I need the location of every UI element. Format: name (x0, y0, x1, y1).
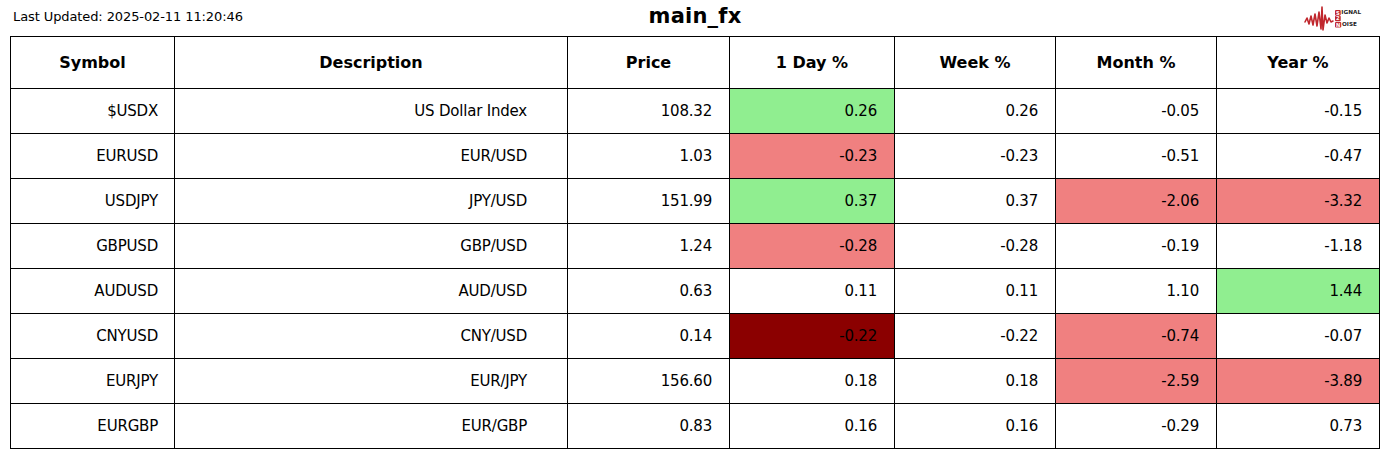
cell-price: 0.14 (568, 314, 730, 359)
cell-description: AUD/USD (175, 269, 568, 314)
waveform-icon (1304, 5, 1334, 31)
cell-symbol: USDJPY (11, 179, 175, 224)
cell-1day: -0.28 (730, 224, 895, 269)
cell-1day: -0.23 (730, 134, 895, 179)
cell-description: EUR/JPY (175, 359, 568, 404)
fx-table: Symbol Description Price 1 Day % Week % … (10, 36, 1380, 449)
header-row: Symbol Description Price 1 Day % Week % … (11, 37, 1380, 89)
cell-month: -0.19 (1056, 224, 1217, 269)
column-header-week: Week % (895, 37, 1056, 89)
cell-week: 0.26 (895, 89, 1056, 134)
cell-year: -3.89 (1217, 359, 1380, 404)
cell-week: 0.18 (895, 359, 1056, 404)
table-row-eurgbp: EURGBP EUR/GBP 0.83 0.16 0.16 -0.29 0.73 (11, 404, 1380, 449)
table-row-eurusd: EURUSD EUR/USD 1.03 -0.23 -0.23 -0.51 -0… (11, 134, 1380, 179)
cell-year: -0.07 (1217, 314, 1380, 359)
cell-month: -2.06 (1056, 179, 1217, 224)
cell-price: 108.32 (568, 89, 730, 134)
cell-week: -0.22 (895, 314, 1056, 359)
cell-1day: 0.26 (730, 89, 895, 134)
cell-1day: 0.18 (730, 359, 895, 404)
cell-1day: 0.11 (730, 269, 895, 314)
cell-year: -1.18 (1217, 224, 1380, 269)
cell-symbol: AUDUSD (11, 269, 175, 314)
cell-month: -2.59 (1056, 359, 1217, 404)
table-row-usdx: $USDX US Dollar Index 108.32 0.26 0.26 -… (11, 89, 1380, 134)
table-row-usdjpy: USDJPY JPY/USD 151.99 0.37 0.37 -2.06 -3… (11, 179, 1380, 224)
cell-symbol: $USDX (11, 89, 175, 134)
fx-report-page: Last Updated: 2025-02-11 11:20:46 main_f… (0, 0, 1390, 470)
cell-year: -0.47 (1217, 134, 1380, 179)
cell-description: JPY/USD (175, 179, 568, 224)
column-header-year: Year % (1217, 37, 1380, 89)
cell-month: -0.05 (1056, 89, 1217, 134)
column-header-month: Month % (1056, 37, 1217, 89)
logo-letter-s: S (1335, 9, 1341, 15)
cell-price: 1.03 (568, 134, 730, 179)
cell-year: 1.44 (1217, 269, 1380, 314)
signal2noise-logo: SIGNAL 2 NOISE (1304, 2, 1387, 34)
column-header-1day: 1 Day % (730, 37, 895, 89)
cell-1day: -0.22 (730, 314, 895, 359)
cell-price: 151.99 (568, 179, 730, 224)
cell-symbol: EURUSD (11, 134, 175, 179)
cell-description: US Dollar Index (175, 89, 568, 134)
cell-year: -3.32 (1217, 179, 1380, 224)
cell-description: EUR/GBP (175, 404, 568, 449)
column-header-description: Description (175, 37, 568, 89)
cell-week: -0.23 (895, 134, 1056, 179)
logo-digit-2: 2 (1335, 15, 1341, 21)
cell-1day: 0.37 (730, 179, 895, 224)
column-header-symbol: Symbol (11, 37, 175, 89)
cell-price: 0.83 (568, 404, 730, 449)
cell-symbol: GBPUSD (11, 224, 175, 269)
cell-week: 0.16 (895, 404, 1056, 449)
table-row-cnyusd: CNYUSD CNY/USD 0.14 -0.22 -0.22 -0.74 -0… (11, 314, 1380, 359)
cell-symbol: CNYUSD (11, 314, 175, 359)
page-title: main_fx (0, 4, 1390, 28)
cell-price: 156.60 (568, 359, 730, 404)
table-row-audusd: AUDUSD AUD/USD 0.63 0.11 0.11 1.10 1.44 (11, 269, 1380, 314)
cell-year: 0.73 (1217, 404, 1380, 449)
cell-month: -0.51 (1056, 134, 1217, 179)
cell-month: -0.74 (1056, 314, 1217, 359)
table-row-eurjpy: EURJPY EUR/JPY 156.60 0.18 0.18 -2.59 -3… (11, 359, 1380, 404)
cell-week: 0.37 (895, 179, 1056, 224)
cell-description: EUR/USD (175, 134, 568, 179)
cell-year: -0.15 (1217, 89, 1380, 134)
logo-text: SIGNAL 2 NOISE (1335, 9, 1362, 27)
cell-month: 1.10 (1056, 269, 1217, 314)
cell-description: CNY/USD (175, 314, 568, 359)
cell-week: -0.28 (895, 224, 1056, 269)
logo-letter-n: N (1335, 21, 1341, 27)
cell-price: 0.63 (568, 269, 730, 314)
column-header-price: Price (568, 37, 730, 89)
cell-week: 0.11 (895, 269, 1056, 314)
logo-word-signal: IGNAL (1341, 9, 1361, 15)
logo-word-noise: OISE (1342, 21, 1357, 27)
cell-price: 1.24 (568, 224, 730, 269)
cell-symbol: EURGBP (11, 404, 175, 449)
cell-description: GBP/USD (175, 224, 568, 269)
cell-month: -0.29 (1056, 404, 1217, 449)
cell-1day: 0.16 (730, 404, 895, 449)
table-row-gbpusd: GBPUSD GBP/USD 1.24 -0.28 -0.28 -0.19 -1… (11, 224, 1380, 269)
cell-symbol: EURJPY (11, 359, 175, 404)
